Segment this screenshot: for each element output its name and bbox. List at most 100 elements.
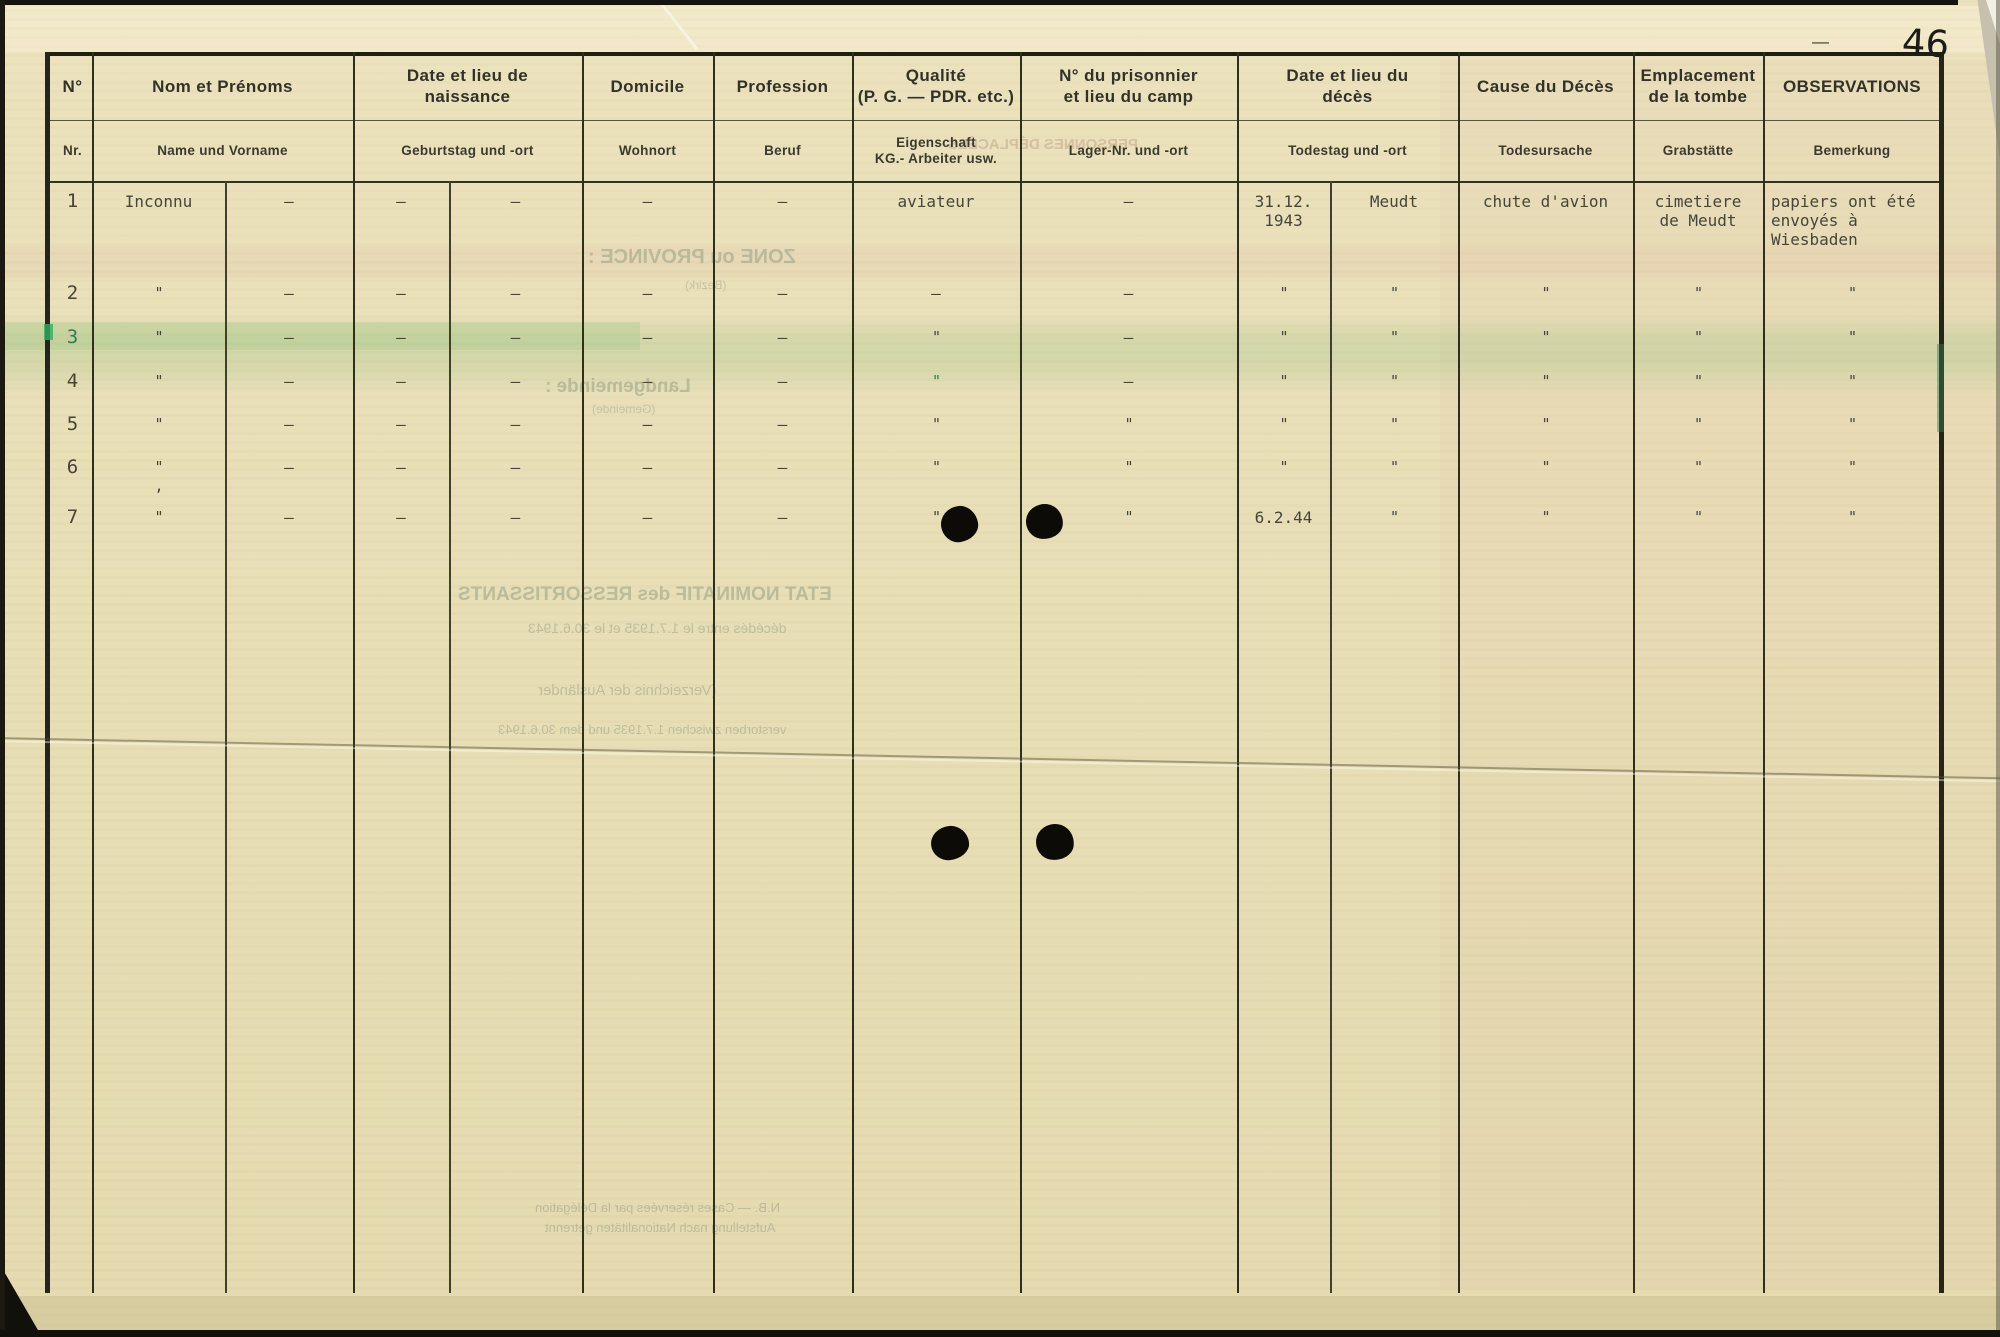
column-sub-divider bbox=[449, 181, 451, 1293]
header-de-no: Nr. bbox=[63, 142, 82, 158]
cell-nom_r-row-3: – bbox=[284, 328, 294, 347]
cell-dec_r-row-7: " bbox=[1389, 508, 1399, 526]
green-mark bbox=[44, 324, 53, 340]
header-fr-qualite: Qualité (P. G. — PDR. etc.) bbox=[857, 66, 1015, 106]
cell-nais_l-row-7: – bbox=[396, 508, 406, 527]
header-language-divider bbox=[50, 120, 1939, 121]
cell-dom-row-5: – bbox=[642, 415, 653, 434]
table-top-border bbox=[45, 52, 1944, 56]
cell-dom-row-3: – bbox=[642, 328, 653, 347]
bleed-through-text: N.B. — Cases réservées par la Délégation bbox=[535, 1200, 780, 1215]
column-divider bbox=[92, 52, 94, 1293]
cell-dec_l-row-1: 31.12. 1943 bbox=[1254, 192, 1313, 230]
header-de-nom: Name und Vorname bbox=[157, 142, 288, 158]
cell-obs-row-2: " bbox=[1847, 284, 1857, 302]
cell-nais_r-row-7: – bbox=[510, 508, 521, 527]
cell-no-row-4: 4 bbox=[66, 370, 79, 392]
cell-no-row-1: 1 bbox=[66, 190, 79, 212]
cell-dec_r-row-1: Meudt bbox=[1369, 192, 1419, 211]
cell-nom_r-row-5: – bbox=[284, 415, 294, 434]
cell-qual-row-6: " bbox=[931, 458, 941, 476]
header-fr-prisonnier: N° du prisonnier et lieu du camp bbox=[1059, 66, 1198, 106]
cell-qual-row-4: " bbox=[931, 372, 941, 390]
scan-edge bbox=[0, 1330, 2000, 1337]
cell-tombe-row-5: " bbox=[1693, 415, 1703, 433]
cell-dec_r-row-3: " bbox=[1389, 328, 1399, 346]
bleed-through-text: (Verzeichnis der Ausländer bbox=[538, 682, 717, 699]
column-sub-divider bbox=[1330, 181, 1332, 1293]
cell-nom_r-row-7: – bbox=[284, 508, 294, 527]
cell-dom-row-7: – bbox=[642, 508, 653, 527]
column-divider bbox=[353, 52, 355, 1293]
cell-nais_r-row-3: – bbox=[510, 328, 521, 347]
header-de-domicile: Wohnort bbox=[618, 142, 677, 158]
cell-nais_r-row-2: – bbox=[510, 284, 521, 303]
column-divider bbox=[852, 52, 854, 1293]
header-de-naissance: Geburtstag und -ort bbox=[401, 142, 534, 158]
column-divider bbox=[1237, 52, 1239, 1293]
cell-prof-row-6: – bbox=[777, 458, 788, 477]
cell-dec_l-row-5: " bbox=[1279, 415, 1288, 433]
cell-nom_l-row-7: " bbox=[154, 508, 163, 526]
cell-no-row-3: 3 bbox=[66, 326, 79, 348]
header-fr-tombe: Emplacement de la tombe bbox=[1640, 66, 1756, 106]
cell-nais_l-row-4: – bbox=[396, 372, 406, 391]
cell-dom-row-2: – bbox=[642, 284, 653, 303]
cell-qual-row-3: " bbox=[931, 328, 941, 346]
cell-tombe-row-3: " bbox=[1693, 328, 1703, 346]
cell-nais_r-row-1: – bbox=[510, 192, 521, 211]
cell-nom_l-row-4: " bbox=[154, 372, 163, 390]
cell-pris-row-2: – bbox=[1123, 284, 1134, 303]
cell-qual-row-2: – bbox=[931, 284, 941, 303]
cell-obs-row-3: " bbox=[1847, 328, 1857, 346]
cell-pris-row-4: – bbox=[1123, 372, 1134, 391]
bleed-through-text: (Gemeinde) bbox=[592, 402, 656, 416]
green-mark bbox=[1937, 344, 1944, 432]
header-de-observations: Bemerkung bbox=[1813, 142, 1891, 158]
scan-edge bbox=[0, 0, 1958, 5]
cell-dec_r-row-5: " bbox=[1389, 415, 1399, 433]
column-divider bbox=[1633, 52, 1635, 1293]
cell-nom_l-row-5: " bbox=[154, 415, 163, 433]
header-fr-cause: Cause du Décès bbox=[1477, 76, 1614, 96]
cell-dec_l-row-4: " bbox=[1279, 372, 1288, 390]
cell-no-row-7: 7 bbox=[66, 506, 79, 528]
cell-pris-row-7: " bbox=[1124, 508, 1133, 526]
bleed-through-text: ZONE ou PROVINCE : bbox=[588, 246, 796, 268]
cell-nom_l-row-6: " , bbox=[154, 458, 163, 495]
cell-obs-row-6: " bbox=[1847, 458, 1857, 476]
header-fr-nom: Nom et Prénoms bbox=[152, 76, 293, 96]
cell-nais_l-row-5: – bbox=[396, 415, 406, 434]
cell-tombe-row-6: " bbox=[1693, 458, 1703, 476]
header-fr-domicile: Domicile bbox=[610, 76, 685, 96]
cell-qual-row-1: aviateur bbox=[897, 192, 975, 211]
cell-dec_r-row-2: " bbox=[1389, 284, 1399, 302]
paper-tint bbox=[0, 6, 2000, 52]
cell-dec_l-row-6: " bbox=[1279, 458, 1288, 476]
cell-tombe-row-7: " bbox=[1693, 508, 1703, 526]
cell-nom_r-row-4: – bbox=[284, 372, 294, 391]
cell-no-row-6: 6 bbox=[66, 456, 79, 478]
scan-edge bbox=[1996, 0, 2000, 1337]
cell-nais_l-row-1: – bbox=[396, 192, 406, 211]
cell-prof-row-4: – bbox=[777, 372, 788, 391]
cell-dec_l-row-2: " bbox=[1279, 284, 1288, 302]
pink-scan-area bbox=[1440, 60, 2000, 1290]
bleed-through-text: verstorben zwischen 1.7.1935 und dem 30.… bbox=[498, 722, 787, 737]
cell-nom_l-row-3: " bbox=[154, 328, 163, 346]
cell-dec_l-row-7: 6.2.44 bbox=[1254, 508, 1313, 527]
cell-qual-row-5: " bbox=[931, 415, 941, 433]
cell-prof-row-1: – bbox=[777, 192, 788, 211]
header-de-deces: Todestag und -ort bbox=[1288, 142, 1407, 158]
column-divider bbox=[582, 52, 584, 1293]
cell-obs-row-5: " bbox=[1847, 415, 1857, 433]
cell-tombe-row-1: cimetiere de Meudt bbox=[1654, 192, 1742, 230]
cell-prof-row-2: – bbox=[777, 284, 788, 303]
cell-nais_l-row-2: – bbox=[396, 284, 406, 303]
table-right-border bbox=[1939, 52, 1944, 1293]
cell-tombe-row-4: " bbox=[1693, 372, 1703, 390]
header-bottom-border bbox=[45, 181, 1944, 183]
cell-no-row-5: 5 bbox=[66, 413, 79, 435]
cell-obs-row-4: " bbox=[1847, 372, 1857, 390]
